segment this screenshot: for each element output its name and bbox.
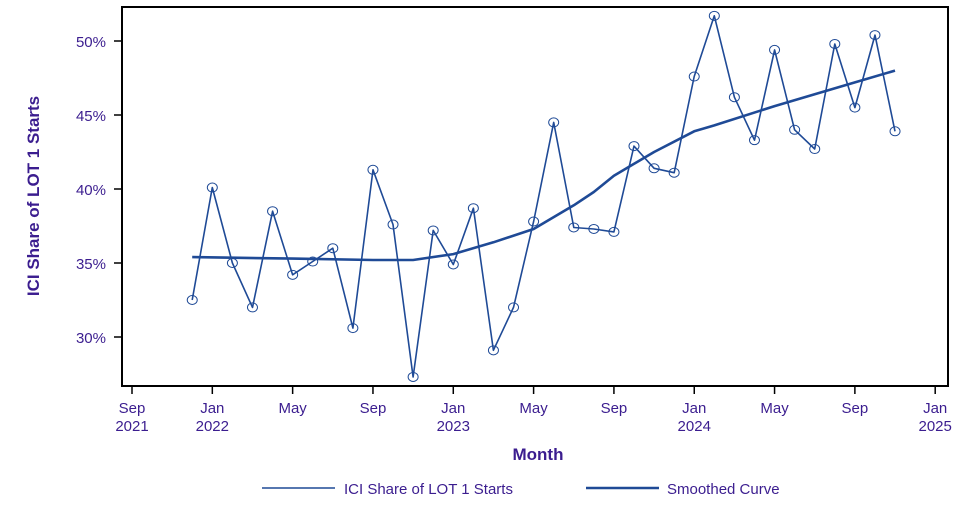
data-point: [407, 371, 419, 382]
legend-label-series-2: Smoothed Curve: [667, 481, 780, 498]
data-point: [568, 222, 580, 233]
data-point: [728, 92, 740, 103]
data-point: [367, 164, 379, 175]
x-axis-label: Month: [513, 445, 564, 464]
data-point: [668, 167, 680, 178]
data-point: [246, 302, 258, 313]
x-tick-label: Sep: [119, 400, 146, 417]
data-point: [869, 30, 881, 41]
x-tick-label: Jan: [441, 400, 465, 417]
x-tick-label-year: 2022: [196, 418, 229, 435]
data-point: [327, 243, 339, 254]
data-point: [708, 10, 720, 21]
data-point: [206, 182, 218, 193]
data-point: [387, 219, 399, 230]
legend: ICI Share of LOT 1 Starts Smoothed Curve: [262, 481, 780, 498]
y-tick-label: 30%: [76, 330, 106, 347]
data-point: [809, 144, 821, 155]
y-tick-label: 35%: [76, 256, 106, 273]
series-group: [186, 10, 901, 382]
x-tick-label: Sep: [842, 400, 869, 417]
y-axis: 30% 35% 40% 45% 50%: [76, 34, 122, 347]
x-tick-label: Jan: [923, 400, 947, 417]
x-tick-label-year: 2021: [115, 418, 148, 435]
x-tick-label-year: 2025: [919, 418, 952, 435]
data-point: [588, 223, 600, 234]
plot-frame: [121, 6, 949, 387]
data-point: [427, 225, 439, 236]
x-tick-label: May: [760, 400, 789, 417]
data-point: [548, 117, 560, 128]
data-point: [307, 256, 319, 267]
x-tick-label: Sep: [360, 400, 387, 417]
series-line-smoothed: [192, 69, 896, 262]
data-point: [769, 44, 781, 55]
x-tick-label: Jan: [682, 400, 706, 417]
data-point: [528, 216, 540, 227]
x-tick-label: Jan: [200, 400, 224, 417]
series-line-ici-share: [191, 15, 896, 378]
data-point: [889, 126, 901, 137]
y-tick-label: 50%: [76, 34, 106, 51]
y-tick-label: 45%: [76, 108, 106, 125]
x-tick-label-year: 2023: [437, 418, 470, 435]
data-point: [508, 302, 520, 313]
data-point: [487, 345, 499, 356]
x-tick-label: Sep: [601, 400, 628, 417]
data-point: [849, 102, 861, 113]
data-point: [287, 269, 299, 280]
data-point: [608, 226, 620, 237]
x-tick-label-year: 2024: [678, 418, 711, 435]
data-point: [688, 71, 700, 82]
data-point: [447, 259, 459, 270]
data-point: [347, 323, 359, 334]
data-point: [628, 141, 640, 152]
data-point: [748, 135, 760, 146]
x-tick-label: May: [519, 400, 548, 417]
data-point: [648, 163, 660, 174]
data-point: [267, 206, 279, 217]
y-axis-label: ICI Share of LOT 1 Starts: [24, 96, 43, 296]
data-point: [829, 38, 841, 49]
data-point: [467, 203, 479, 214]
y-tick-label: 40%: [76, 182, 106, 199]
legend-label-series-1: ICI Share of LOT 1 Starts: [344, 481, 513, 498]
data-point: [789, 124, 801, 135]
data-point: [186, 295, 198, 305]
x-tick-label: May: [278, 400, 307, 417]
